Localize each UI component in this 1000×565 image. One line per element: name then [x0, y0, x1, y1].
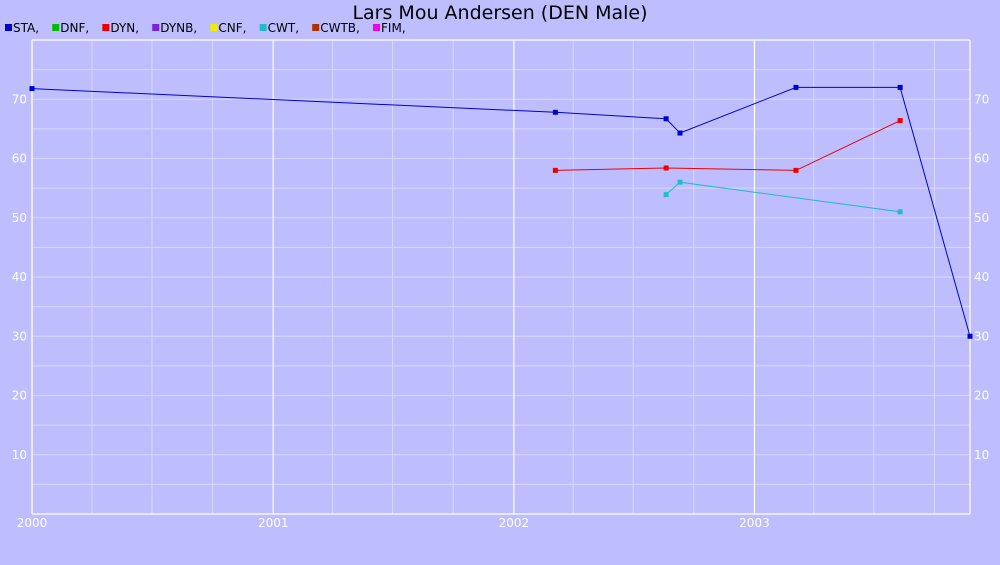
- legend-label: DYN: [110, 21, 135, 35]
- legend-swatch: [210, 24, 218, 31]
- x-axis: 2000 2001 2002 2003: [17, 516, 770, 530]
- legend-swatch: [373, 24, 381, 31]
- data-point-sta: [793, 84, 799, 90]
- y-axis: 10 10 20 20 30 30 40 40 50 50 60 60 70 70: [12, 92, 990, 462]
- data-point-sta: [29, 86, 35, 92]
- y-tick-label-right: 10: [974, 448, 989, 462]
- legend-separator: ,: [356, 21, 360, 35]
- legend-label: FIM: [381, 21, 402, 35]
- data-point-sta: [552, 109, 558, 115]
- data-point-dyn: [793, 167, 799, 173]
- legend-separator: ,: [85, 21, 89, 35]
- legend-swatch: [152, 24, 160, 31]
- legend-swatch: [312, 24, 320, 31]
- legend-swatch: [5, 24, 12, 31]
- x-tick-label: 2000: [17, 516, 48, 530]
- y-tick-label-left: 50: [12, 211, 27, 225]
- y-tick-label-right: 50: [974, 211, 989, 225]
- series-layer: [29, 84, 973, 339]
- data-point-sta: [677, 130, 683, 136]
- x-tick-label: 2001: [258, 516, 289, 530]
- legend-label: DNF: [60, 21, 85, 35]
- legend-separator: ,: [135, 21, 139, 35]
- legend: STA, DNF, DYN, DYNB, CNF, CWT, CWTB, FIM,: [5, 21, 406, 35]
- legend-label: CNF: [218, 21, 242, 35]
- y-tick-label-right: 30: [974, 329, 989, 343]
- data-point-cwt: [677, 179, 683, 185]
- y-tick-label-right: 70: [974, 92, 989, 106]
- legend-label: DYNB: [160, 21, 193, 35]
- y-tick-label-left: 30: [12, 329, 27, 343]
- y-tick-label-left: 60: [12, 152, 27, 166]
- data-point-dyn: [552, 167, 558, 173]
- legend-separator: ,: [35, 21, 39, 35]
- y-tick-label-right: 20: [974, 389, 989, 403]
- y-tick-label-left: 20: [12, 389, 27, 403]
- x-tick-label: 2003: [739, 516, 770, 530]
- legend-separator: ,: [402, 21, 406, 35]
- legend-swatch: [52, 24, 60, 31]
- y-tick-label-right: 40: [974, 270, 989, 284]
- data-point-dyn: [897, 118, 903, 124]
- data-point-dyn: [663, 165, 669, 171]
- data-point-sta: [663, 116, 669, 122]
- chart-title: Lars Mou Andersen (DEN Male): [352, 2, 647, 24]
- legend-separator: ,: [243, 21, 247, 35]
- legend-separator: ,: [193, 21, 197, 35]
- data-point-cwt: [897, 209, 903, 215]
- legend-swatch: [259, 24, 267, 31]
- series-line-dyn: [555, 120, 901, 171]
- legend-swatch: [102, 24, 110, 31]
- grid: [31, 39, 971, 515]
- legend-label: CWT: [268, 21, 296, 35]
- data-point-sta: [967, 333, 973, 339]
- data-point-sta: [897, 84, 903, 90]
- y-tick-label-left: 70: [12, 92, 27, 106]
- legend-separator: ,: [295, 21, 299, 35]
- legend-label: CWTB: [320, 21, 356, 35]
- legend-label: STA: [13, 21, 36, 35]
- y-tick-label-left: 10: [12, 448, 27, 462]
- data-point-cwt: [663, 192, 669, 198]
- y-tick-label-right: 60: [974, 152, 989, 166]
- x-tick-label: 2002: [499, 516, 530, 530]
- y-tick-label-left: 40: [12, 270, 27, 284]
